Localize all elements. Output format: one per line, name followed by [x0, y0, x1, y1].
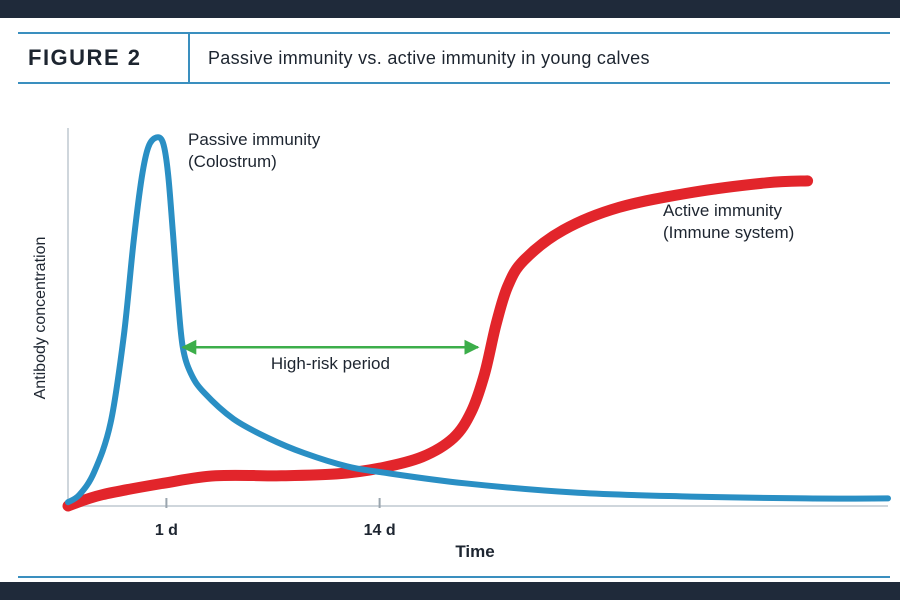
immunity-chart: 1 d 14 d High-risk period Passive immunit… [32, 128, 891, 561]
passive-series-label: Passive immunity [188, 130, 321, 149]
series-line-passive-immunity [65, 134, 891, 506]
header-divider [188, 34, 190, 82]
passive-series-sublabel: (Colostrum) [188, 152, 277, 171]
figure-label: FIGURE 2 [28, 45, 142, 70]
footer-rule [18, 576, 890, 578]
y-axis-label: Antibody concentration [32, 237, 49, 400]
figure-title: Passive immunity vs. active immunity in … [208, 48, 650, 68]
figure-header: FIGURE 2 Passive immunity vs. active imm… [18, 32, 890, 84]
high-risk-label: High-risk period [271, 354, 390, 373]
active-series-sublabel: (Immune system) [663, 223, 794, 242]
active-series-label: Active immunity [663, 201, 783, 220]
x-axis-label: Time [455, 542, 494, 561]
x-ticks: 1 d 14 d [155, 498, 396, 539]
x-tick-label: 14 d [364, 522, 396, 539]
series-line-active-immunity [62, 175, 814, 512]
x-tick-label: 1 d [155, 522, 178, 539]
